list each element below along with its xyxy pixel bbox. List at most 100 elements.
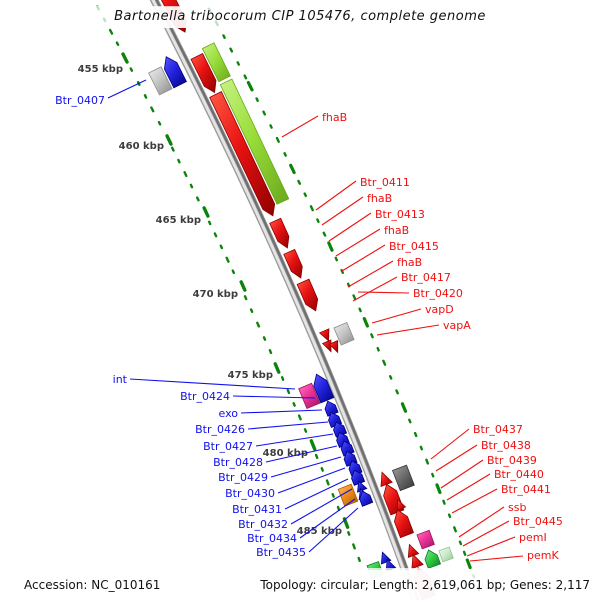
gene-blue-3[interactable]	[333, 421, 348, 438]
gene-tri-2[interactable]	[321, 339, 332, 353]
gene-label-Btr_0420[interactable]: Btr_0420	[413, 287, 463, 300]
gene-label-Btr_0439[interactable]: Btr_0439	[487, 454, 537, 467]
gene-label-Btr_0441[interactable]: Btr_0441	[501, 483, 551, 496]
leader-line-exo	[240, 409, 323, 414]
gene-label-Btr_0424[interactable]: Btr_0424	[180, 390, 230, 403]
gene-label-Btr_0431[interactable]: Btr_0431	[232, 503, 282, 516]
leader-line-Btr_0428	[265, 445, 338, 463]
leader-line-Btr_0426	[247, 421, 329, 430]
gene-label-Btr_0438[interactable]: Btr_0438	[481, 439, 531, 452]
gene-label-vapA[interactable]: vapA	[443, 319, 471, 332]
tick-mark	[286, 388, 291, 395]
gene-label-ssb[interactable]: ssb	[508, 501, 526, 514]
gene-label-Btr_0445[interactable]: Btr_0445	[513, 515, 563, 528]
gene-red-1[interactable]	[190, 52, 217, 94]
tick-mark	[325, 479, 330, 486]
status-bar: Accession: NC_010161 Topology: circular;…	[0, 570, 600, 600]
leader-line-Btr_0413	[328, 212, 372, 242]
gene-label-Btr_0430[interactable]: Btr_0430	[225, 487, 275, 500]
accession-text: Accession: NC_010161	[24, 578, 161, 592]
gene-vapA-box[interactable]	[333, 321, 355, 346]
gene-magenta-2[interactable]	[416, 529, 435, 550]
gene-label-Btr_0435[interactable]: Btr_0435	[256, 546, 306, 559]
gene-label-fhaB[interactable]: fhaB	[384, 224, 409, 237]
gene-green-1[interactable]	[201, 42, 231, 83]
gene-rarr-up-2[interactable]	[393, 509, 415, 539]
tick-mark	[246, 80, 254, 92]
gene-label-int[interactable]: int	[113, 373, 128, 386]
gene-blue-5[interactable]	[340, 440, 355, 457]
gene-label-Btr_0415[interactable]: Btr_0415	[389, 240, 439, 253]
leader-line-fhaB	[321, 196, 364, 226]
gene-red-2[interactable]	[269, 217, 290, 249]
tick-mark	[229, 47, 234, 53]
kbp-label-465: 465 kbp	[156, 215, 201, 226]
gene-label-Btr_0437[interactable]: Btr_0437	[473, 423, 523, 436]
leader-line-Btr_0440	[446, 473, 491, 501]
gene-label-Btr_0429[interactable]: Btr_0429	[218, 471, 268, 484]
gene-label-Btr_0432[interactable]: Btr_0432	[238, 518, 288, 531]
leader-line-Btr_0432	[290, 488, 353, 525]
tick-mark	[336, 505, 341, 511]
tick-mark	[357, 556, 361, 562]
tick-mark	[297, 414, 302, 421]
tick-mark	[370, 333, 374, 339]
tick-mark	[331, 493, 335, 498]
gene-red-3[interactable]	[283, 248, 303, 279]
gene-blue-big[interactable]	[313, 373, 335, 404]
kbp-label-480: 480 kbp	[263, 448, 308, 459]
tick-mark	[222, 34, 226, 39]
gene-label-Btr_0434[interactable]: Btr_0434	[247, 532, 297, 545]
gene-blue-0[interactable]	[163, 56, 187, 89]
gene-label-Btr_0440[interactable]: Btr_0440	[494, 468, 544, 481]
leader-line-Btr_0445	[462, 520, 510, 547]
gene-label-Btr_0426[interactable]: Btr_0426	[195, 423, 245, 436]
gene-label-Btr_0427[interactable]: Btr_0427	[203, 440, 253, 453]
gene-green-2[interactable]	[219, 78, 290, 205]
gene-red-4[interactable]	[296, 278, 319, 312]
tick-mark	[453, 526, 457, 533]
tick-mark	[225, 256, 230, 263]
tick-mark	[309, 205, 314, 212]
gene-pale-box[interactable]	[438, 546, 454, 563]
tick-mark	[465, 558, 472, 570]
tick-mark	[249, 308, 254, 313]
leader-line-pemI	[466, 536, 516, 557]
gene-label-fhaB[interactable]: fhaB	[397, 256, 422, 269]
leader-line-fhaB	[335, 228, 381, 257]
tick-mark	[382, 359, 387, 366]
gene-label-vapD[interactable]: vapD	[425, 303, 454, 316]
gene-blue-last[interactable]	[359, 490, 374, 507]
gene-green-arr[interactable]	[424, 549, 442, 569]
gene-label-exo[interactable]: exo	[219, 407, 239, 420]
gene-label-Btr_0417[interactable]: Btr_0417	[401, 271, 451, 284]
tick-mark	[189, 183, 194, 189]
gene-label-fhaB[interactable]: fhaB	[367, 192, 392, 205]
gene-label-pemI[interactable]: pemI	[519, 531, 547, 544]
gene-int-box[interactable]	[298, 382, 321, 410]
gene-blue-1[interactable]	[324, 400, 339, 417]
tick-mark	[281, 376, 285, 381]
gene-label-Btr_0407[interactable]: Btr_0407	[55, 94, 105, 107]
tick-mark	[352, 294, 357, 301]
page-title: Bartonella tribocorum CIP 105476, comple…	[0, 6, 600, 28]
gene-rtri-up-2[interactable]	[396, 498, 407, 511]
gene-label-Btr_0413[interactable]: Btr_0413	[375, 208, 425, 221]
tick-mark	[170, 146, 175, 152]
tick-mark	[347, 531, 351, 536]
genome-axis-highlight	[151, 0, 417, 600]
gene-tri-1[interactable]	[318, 328, 330, 342]
genome-axis-shade	[155, 0, 420, 600]
gene-label-Btr_0411[interactable]: Btr_0411	[360, 176, 410, 189]
gene-dgray-box[interactable]	[391, 464, 415, 492]
leader-line-Btr_0431	[284, 478, 349, 510]
gene-label-Btr_0428[interactable]: Btr_0428	[213, 456, 263, 469]
gene-fhaB-long[interactable]	[209, 91, 276, 217]
topology-text: Topology: circular; Length: 2,619,061 bp…	[260, 578, 590, 592]
gene-label-fhaB[interactable]: fhaB	[322, 111, 347, 124]
gene-blue-8[interactable]	[351, 469, 366, 486]
gene-gray-0[interactable]	[148, 66, 173, 96]
gene-tri-3[interactable]	[328, 339, 339, 354]
gene-rtri-up-4[interactable]	[411, 553, 424, 570]
gene-label-pemK[interactable]: pemK	[527, 549, 559, 562]
